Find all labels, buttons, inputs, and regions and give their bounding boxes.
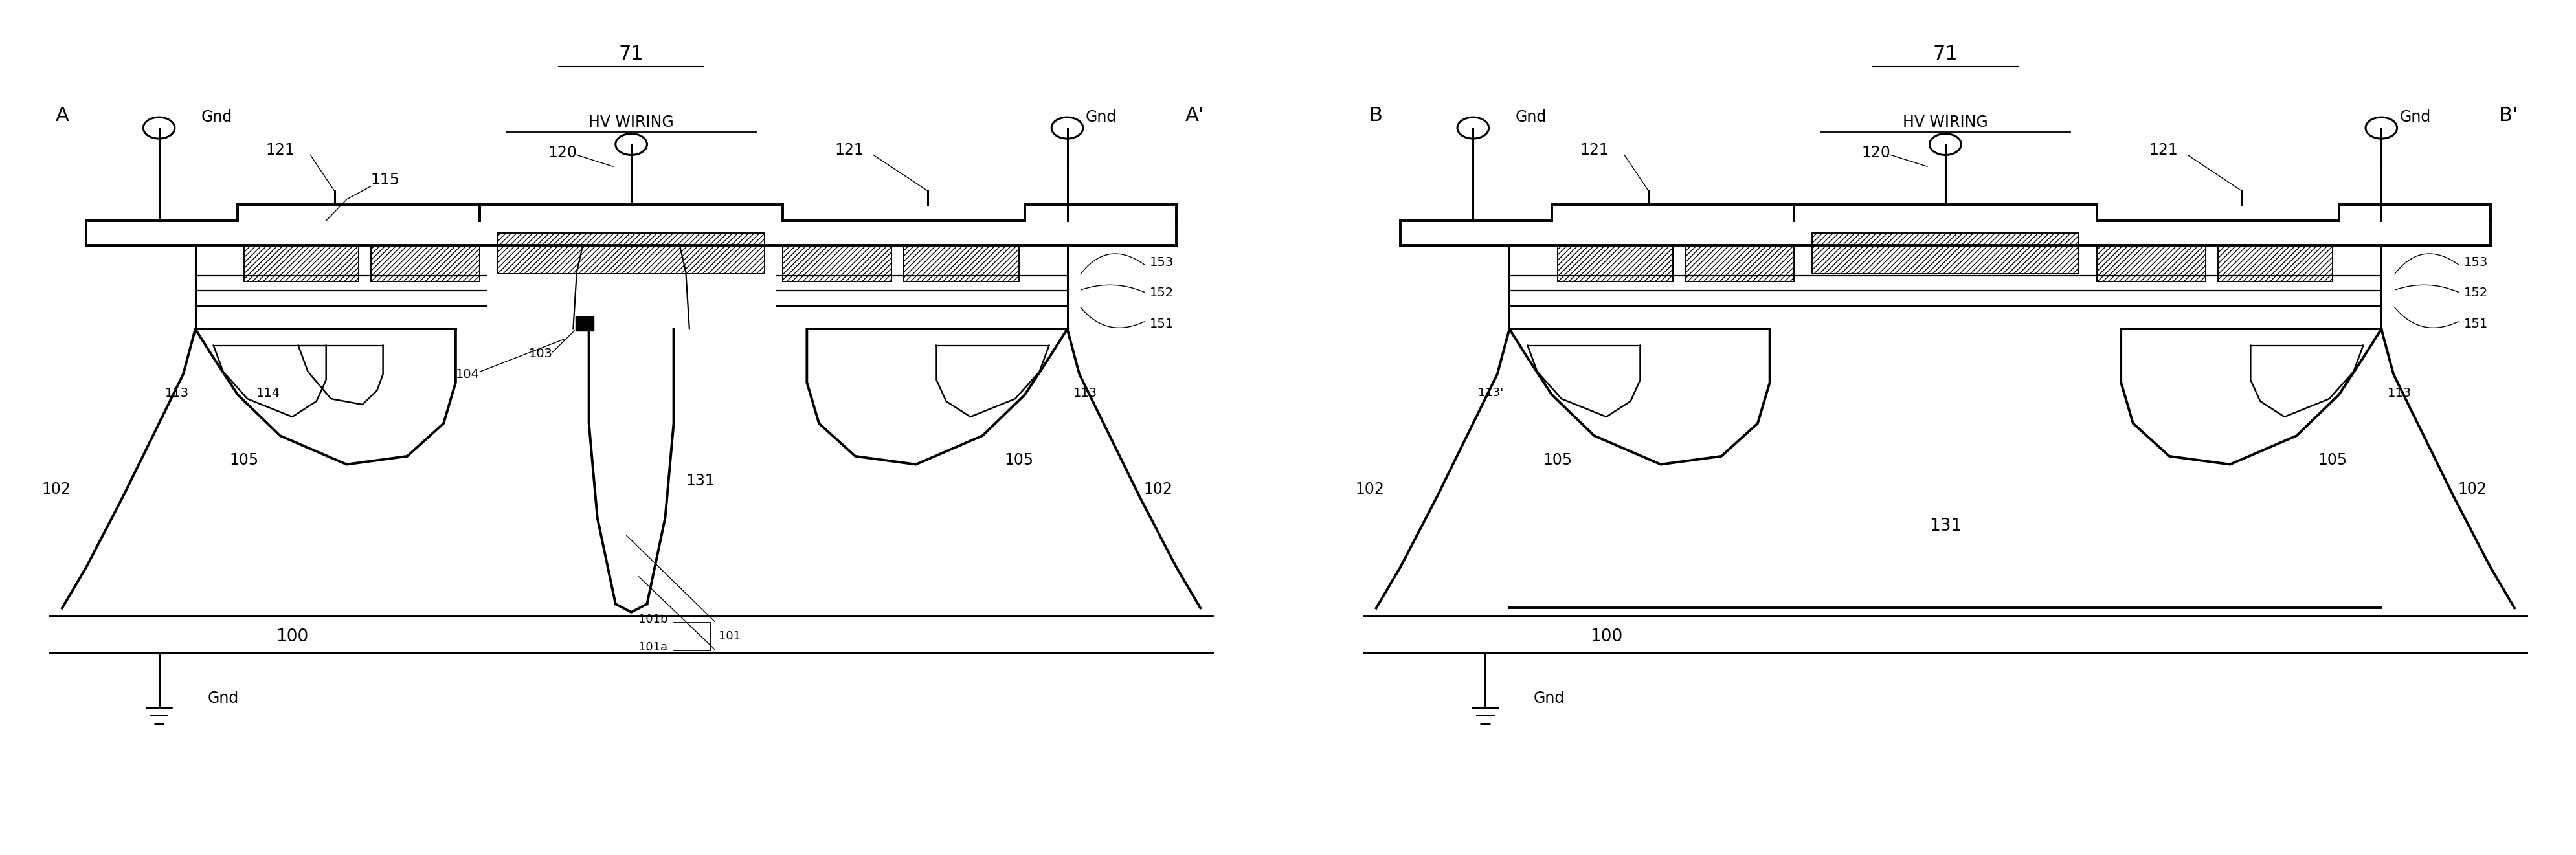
Bar xyxy=(783,245,891,281)
Text: 121: 121 xyxy=(835,142,863,158)
Text: 151: 151 xyxy=(1149,318,1175,330)
Text: 153: 153 xyxy=(2463,256,2488,268)
Text: Gnd: Gnd xyxy=(206,691,240,706)
Bar xyxy=(904,245,1018,281)
Text: 102: 102 xyxy=(1144,481,1172,497)
Bar xyxy=(1811,233,2079,274)
Text: 152: 152 xyxy=(1149,286,1175,299)
Text: 71: 71 xyxy=(1932,44,1958,63)
Text: 121: 121 xyxy=(2148,142,2177,158)
Bar xyxy=(1558,245,1672,281)
Text: 102: 102 xyxy=(41,481,70,497)
Text: 113: 113 xyxy=(2388,386,2411,399)
Text: 120: 120 xyxy=(1862,144,1891,160)
Bar xyxy=(574,316,592,331)
Text: 113: 113 xyxy=(1074,386,1097,399)
Text: Gnd: Gnd xyxy=(2398,109,2429,125)
Bar xyxy=(2097,245,2205,281)
Text: 101: 101 xyxy=(719,631,739,642)
Text: 113: 113 xyxy=(165,386,188,399)
Text: A: A xyxy=(54,106,70,125)
Text: Gnd: Gnd xyxy=(1084,109,1115,125)
Text: Gnd: Gnd xyxy=(1515,109,1546,125)
Text: 115: 115 xyxy=(371,172,399,187)
Text: 121: 121 xyxy=(265,142,294,158)
Text: 105: 105 xyxy=(229,452,258,468)
Text: 153: 153 xyxy=(1149,256,1175,268)
Text: 105: 105 xyxy=(1543,452,1571,468)
Text: Gnd: Gnd xyxy=(1533,691,1564,706)
Text: 102: 102 xyxy=(2458,481,2486,497)
Text: Gnd: Gnd xyxy=(201,109,232,125)
Bar xyxy=(1685,245,1793,281)
Text: A': A' xyxy=(1185,106,1203,125)
Text: HV WIRING: HV WIRING xyxy=(587,115,675,130)
Text: 105: 105 xyxy=(1005,452,1033,468)
Text: 71: 71 xyxy=(618,44,644,63)
Text: 120: 120 xyxy=(549,144,577,160)
Text: HV WIRING: HV WIRING xyxy=(1901,115,1989,130)
Bar xyxy=(497,233,765,274)
Text: 152: 152 xyxy=(2463,286,2488,299)
Text: 100: 100 xyxy=(1589,628,1623,646)
Text: 104: 104 xyxy=(456,368,479,380)
Bar xyxy=(245,245,358,281)
Bar xyxy=(2218,245,2331,281)
Bar xyxy=(371,245,479,281)
Text: 113': 113' xyxy=(1479,387,1502,398)
Text: 100: 100 xyxy=(276,628,309,646)
Text: B': B' xyxy=(2499,106,2517,125)
Text: 101b: 101b xyxy=(639,614,667,626)
Text: 101a: 101a xyxy=(639,642,667,653)
Text: 114: 114 xyxy=(255,386,281,399)
Text: 121: 121 xyxy=(1579,142,1607,158)
Text: 131: 131 xyxy=(1929,517,1960,534)
Text: 151: 151 xyxy=(2463,318,2488,330)
Text: 103: 103 xyxy=(528,347,551,360)
Text: 102: 102 xyxy=(1355,481,1383,497)
Text: B: B xyxy=(1368,106,1383,125)
Text: 131: 131 xyxy=(685,473,714,488)
Text: 105: 105 xyxy=(2318,452,2347,468)
